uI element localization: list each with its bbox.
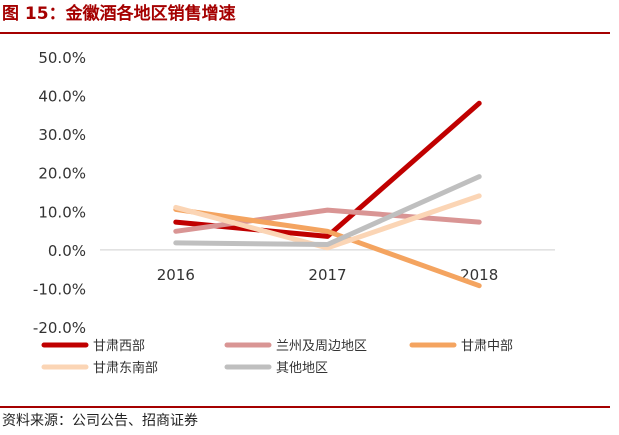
- y-tick-label: 50.0%: [38, 49, 86, 67]
- y-tick-label: 20.0%: [38, 165, 86, 183]
- y-tick-label: 40.0%: [38, 88, 86, 106]
- y-tick-label: 30.0%: [38, 126, 86, 144]
- legend-label: 甘肃东南部: [93, 360, 158, 376]
- source-note: 资料来源：公司公告、招商证券: [2, 413, 198, 429]
- legend-item: 甘肃东南部: [41, 360, 158, 376]
- legend-label: 甘肃中部: [461, 339, 513, 354]
- legend-label: 甘肃西部: [93, 339, 145, 354]
- series-lines: [173, 100, 482, 289]
- legend-item: 甘肃西部: [41, 339, 145, 354]
- series-line-4: [173, 193, 482, 251]
- y-tick-label: 10.0%: [38, 203, 86, 221]
- legend-item: 其他地区: [224, 361, 328, 376]
- figure-title: 图 15：金徽酒各地区销售增速: [2, 4, 236, 24]
- y-tick-label: 0.0%: [48, 242, 86, 260]
- x-tick-label: 2016: [157, 266, 195, 284]
- x-tick-label: 2018: [460, 266, 498, 284]
- legend-label: 兰州及周边地区: [276, 339, 367, 354]
- legend-item: 甘肃中部: [409, 339, 513, 354]
- y-tick-label: -20.0%: [33, 319, 86, 337]
- series-line-1: [173, 100, 482, 239]
- source-rule: [0, 406, 610, 408]
- x-axis-ticks: 2016 2017 2018: [157, 266, 499, 284]
- legend-label: 其他地区: [276, 361, 328, 376]
- title-rule: [0, 32, 610, 34]
- y-axis-ticks: -20.0% -10.0% 0.0% 10.0% 20.0% 30.0% 40.0% 50.0…: [33, 49, 86, 337]
- x-tick-label: 2017: [308, 266, 346, 284]
- series-line-3: [173, 206, 482, 289]
- legend-item: 兰州及周边地区: [224, 339, 367, 354]
- series-line-5: [173, 174, 482, 247]
- y-tick-label: -10.0%: [33, 280, 86, 298]
- series-line-2: [173, 207, 482, 234]
